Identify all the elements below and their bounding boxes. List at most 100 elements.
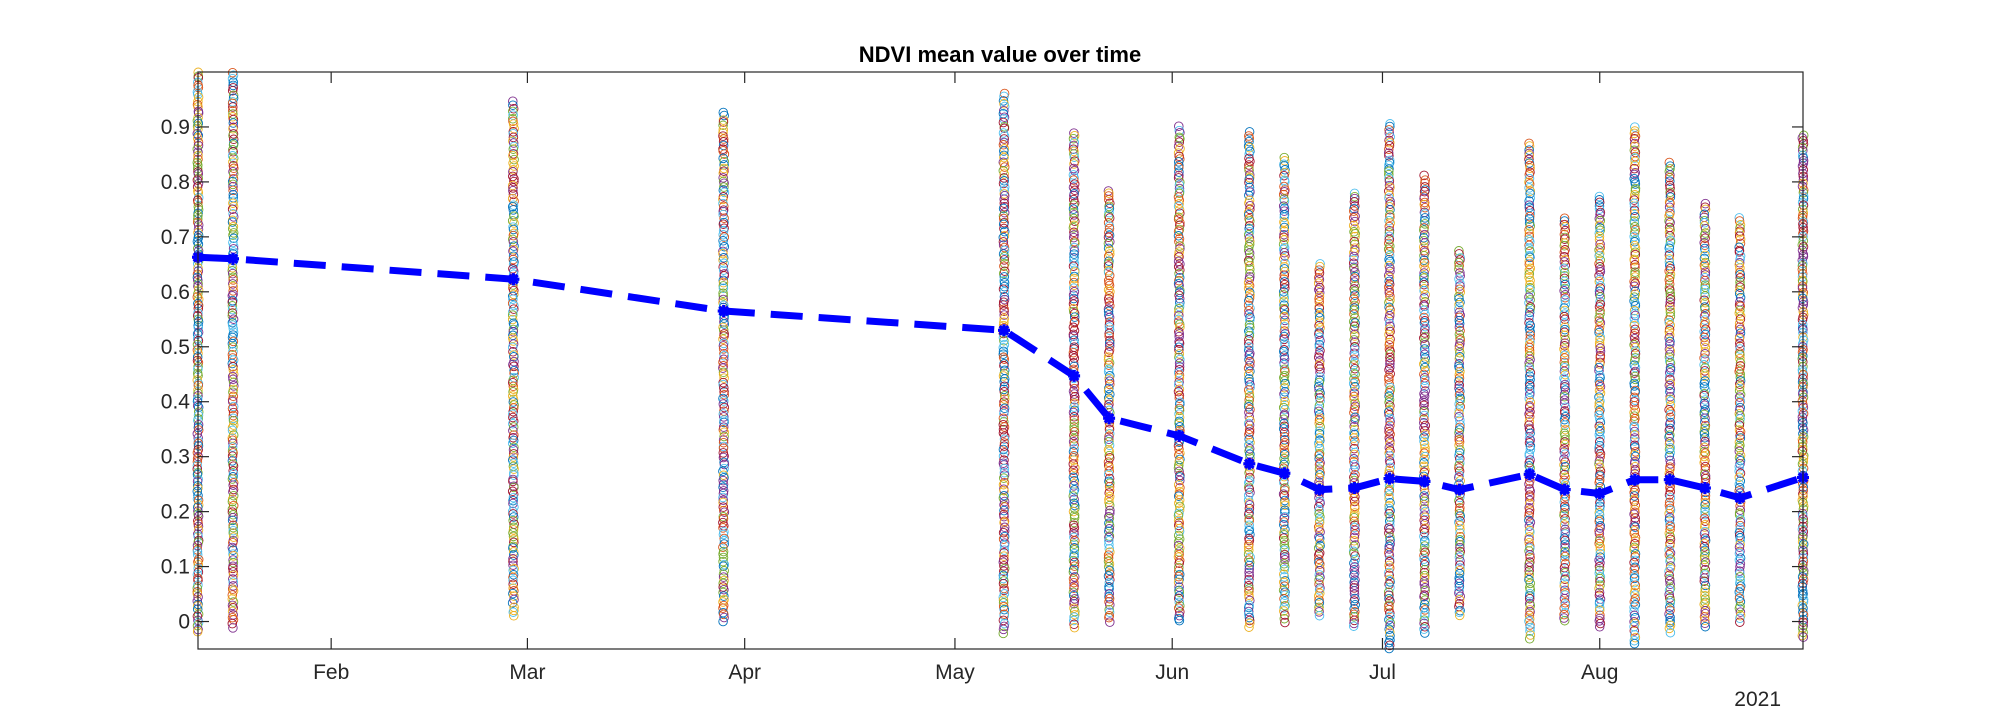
scatter-point — [1629, 564, 1640, 574]
scatter-point — [1594, 195, 1605, 205]
scatter-point — [1384, 221, 1395, 232]
scatter-point — [1629, 526, 1640, 536]
scatter-point — [1349, 589, 1360, 599]
scatter-point — [1279, 382, 1290, 393]
scatter-point — [1314, 287, 1325, 298]
scatter-point — [1700, 198, 1711, 209]
scatter-point — [1349, 429, 1360, 440]
scatter-point — [1525, 441, 1536, 451]
scatter-point — [1699, 218, 1710, 228]
scatter-point — [1419, 494, 1430, 504]
scatter-point — [1385, 256, 1395, 267]
scatter-point — [1419, 216, 1430, 226]
scatter-point — [1069, 198, 1080, 208]
scatter-point — [718, 542, 728, 553]
scatter-point — [1104, 565, 1115, 576]
scatter-point — [1524, 450, 1535, 461]
scatter-point — [1383, 587, 1394, 597]
scatter-point — [1104, 578, 1115, 588]
scatter-point — [1244, 328, 1255, 338]
mean-series-point — [1313, 483, 1326, 496]
asterisk-stroke — [227, 253, 239, 265]
scatter-point — [1524, 384, 1535, 394]
scatter-point — [1699, 451, 1709, 462]
scatter-point — [1797, 264, 1808, 275]
scatter-point — [1559, 216, 1570, 226]
scatter-point — [1420, 202, 1430, 213]
scatter-point — [1419, 257, 1430, 268]
scatter-point — [508, 119, 519, 129]
scatter-point — [228, 480, 238, 490]
scatter-point — [1280, 576, 1290, 586]
scatter-point — [1629, 281, 1640, 292]
scatter-point — [1314, 265, 1324, 275]
scatter-point — [1314, 585, 1325, 595]
scatter-point — [1245, 315, 1255, 325]
scatter-point — [508, 205, 519, 215]
scatter-column — [1664, 157, 1676, 638]
scatter-point — [1559, 581, 1570, 591]
scatter-point — [1173, 530, 1184, 541]
scatter-point — [1524, 311, 1535, 321]
scatter-point — [719, 417, 729, 428]
scatter-point — [1735, 607, 1746, 617]
scatter-point — [999, 538, 1010, 548]
scatter-point — [1524, 569, 1535, 580]
scatter-point — [1070, 216, 1080, 227]
scatter-point — [1699, 457, 1709, 468]
scatter-point — [1524, 499, 1535, 509]
mean-series-point — [1383, 472, 1396, 485]
scatter-point — [1279, 372, 1289, 383]
scatter-point — [509, 289, 519, 300]
scatter-point — [508, 547, 519, 557]
scatter-point — [1279, 170, 1289, 181]
scatter-point — [1314, 418, 1324, 429]
scatter-point — [999, 394, 1010, 404]
scatter-point — [1349, 615, 1360, 626]
scatter-point — [1068, 487, 1079, 497]
scatter-point — [1385, 295, 1395, 305]
scatter-point — [1629, 573, 1640, 584]
scatter-point — [1280, 590, 1290, 600]
scatter-point — [228, 237, 238, 248]
scatter-point — [1700, 246, 1710, 257]
scatter-point — [1385, 305, 1395, 315]
scatter-point — [1069, 398, 1080, 409]
scatter-point — [1315, 372, 1325, 382]
scatter-point — [1385, 438, 1395, 449]
scatter-point — [1384, 228, 1395, 238]
scatter-point — [1385, 346, 1395, 357]
scatter-point — [1455, 268, 1465, 278]
scatter-point — [1735, 617, 1745, 627]
scatter-point — [1384, 234, 1395, 245]
scatter-point — [1454, 498, 1465, 508]
scatter-point — [1735, 433, 1746, 443]
scatter-point — [998, 117, 1009, 128]
scatter-point — [1245, 264, 1255, 275]
asterisk-stroke — [1279, 467, 1290, 479]
scatter-point — [1699, 215, 1710, 226]
scatter-point — [718, 236, 728, 246]
scatter-point — [1069, 402, 1079, 412]
scatter-point — [1665, 627, 1676, 638]
scatter-point — [508, 452, 519, 462]
scatter-point — [719, 241, 730, 252]
scatter-point — [999, 403, 1010, 414]
scatter-point — [999, 621, 1009, 632]
scatter-point — [1279, 490, 1290, 501]
scatter-point — [1069, 227, 1079, 238]
scatter-point — [1348, 254, 1359, 265]
scatter-point — [1314, 579, 1324, 589]
scatter-point — [718, 549, 728, 559]
scatter-point — [508, 381, 519, 392]
scatter-point — [1280, 258, 1290, 269]
y-tick-label: 0.8 — [161, 171, 190, 194]
scatter-point — [718, 168, 729, 178]
scatter-point — [1665, 583, 1676, 594]
scatter-point — [1385, 401, 1395, 411]
scatter-point — [1700, 349, 1710, 359]
scatter-point — [1665, 524, 1675, 535]
scatter-point — [1454, 463, 1464, 473]
scatter-point — [1313, 404, 1324, 414]
scatter-point — [508, 230, 519, 241]
